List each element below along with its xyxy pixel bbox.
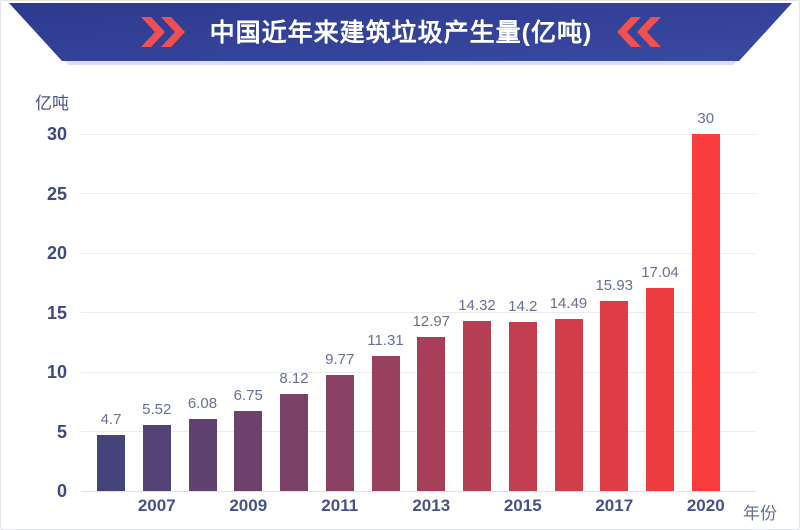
x-axis-tick-label: 2013 — [412, 496, 451, 515]
x-axis-tick-label: 2017 — [595, 496, 634, 515]
y-axis-tick-label: 30 — [46, 124, 67, 144]
bar-value-label: 8.12 — [279, 370, 309, 388]
chart-title: 中国近年来建筑垃圾产生量(亿吨) — [209, 19, 593, 47]
bar-value-label: 15.93 — [595, 277, 634, 295]
chevrons-left-icon — [617, 17, 662, 47]
bar-value-label: 11.31 — [367, 332, 404, 350]
bar-value-label: 12.97 — [412, 312, 451, 330]
bar — [188, 418, 217, 491]
x-axis-tick-label: 2009 — [229, 496, 268, 515]
bar-value-label: 14.32 — [458, 296, 496, 314]
bar — [691, 134, 720, 491]
bar-value-label: 6.75 — [233, 386, 263, 404]
bar-value-label: 17.04 — [641, 264, 679, 282]
y-axis-tick-label: 20 — [46, 243, 67, 263]
y-axis-tick-label: 0 — [56, 481, 67, 501]
bar — [97, 435, 125, 491]
x-axis-tick-label: 2007 — [137, 496, 176, 515]
gridline — [81, 490, 756, 492]
bar — [325, 374, 354, 491]
gridline — [81, 193, 756, 194]
x-axis-tick-label: 2020 — [686, 496, 725, 515]
bar-value-label: 14.49 — [549, 294, 588, 312]
x-axis-title: 年份 — [743, 504, 777, 523]
bar — [463, 320, 491, 491]
bar-value-label: 5.52 — [142, 401, 172, 419]
bar-value-label: 14.2 — [508, 298, 538, 316]
bar — [234, 410, 263, 491]
gridline — [81, 312, 756, 313]
bar — [600, 301, 629, 491]
bar — [508, 322, 537, 491]
bar — [371, 356, 400, 491]
y-axis-title: 亿吨 — [35, 94, 69, 113]
bar — [646, 288, 674, 491]
title-banner: 中国近年来建筑垃圾产生量(亿吨) — [9, 3, 792, 61]
bar-value-label: 30 — [697, 110, 715, 127]
gridline — [81, 252, 756, 254]
x-axis-tick-label: 2015 — [503, 496, 542, 515]
bar — [142, 425, 171, 491]
bar — [417, 336, 446, 491]
gridline — [81, 133, 756, 135]
bar-value-label: 9.77 — [325, 350, 355, 368]
bar — [554, 318, 583, 491]
x-axis-tick-label: 2011 — [321, 496, 359, 515]
y-axis-tick-label: 15 — [46, 302, 67, 323]
y-axis-tick-label: 25 — [46, 183, 67, 204]
chevrons-right-icon — [140, 17, 185, 47]
banner-shadow — [65, 61, 737, 65]
bar-value-label: 4.7 — [100, 411, 122, 429]
y-axis-tick-label: 5 — [56, 421, 67, 442]
bar — [280, 394, 308, 491]
y-axis-tick-label: 10 — [46, 362, 67, 382]
bar-value-label: 6.08 — [187, 394, 218, 412]
